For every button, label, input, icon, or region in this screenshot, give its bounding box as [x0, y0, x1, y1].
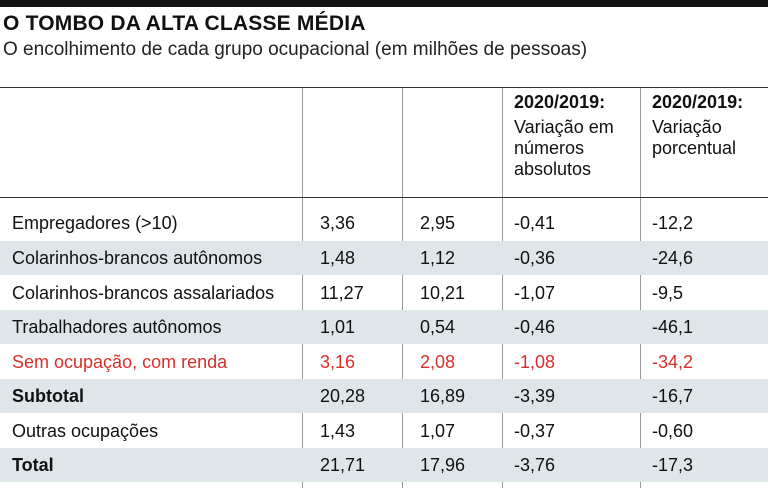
- header-year: 2020/2019:: [514, 92, 606, 112]
- cell-2019: 1,43: [320, 421, 356, 441]
- cell-2020: 0,54: [420, 317, 456, 337]
- cell-abs-variation: -3,39: [514, 386, 556, 406]
- row-label: Colarinhos-brancos autônomos: [12, 248, 263, 268]
- cell-2020: 2,08: [420, 352, 456, 372]
- cell-abs-variation: -0,36: [514, 248, 556, 268]
- cell-2020: 10,21: [420, 283, 466, 303]
- row-label: Trabalhadores autônomos: [12, 317, 222, 337]
- table-row-subtotal: Subtotal 20,28 16,89 -3,39 -16,7: [0, 379, 768, 413]
- row-label: Total: [12, 455, 54, 475]
- row-label: Colarinhos-brancos assalariados: [12, 283, 275, 303]
- header-bottom-rule: [0, 197, 768, 198]
- table-row: Trabalhadores autônomos 1,01 0,54 -0,46 …: [0, 310, 768, 344]
- column-divider: [640, 88, 641, 488]
- cell-pct-variation: -46,1: [652, 317, 694, 337]
- table-row: Colarinhos-brancos assalariados 11,27 10…: [0, 276, 768, 310]
- row-label: Outras ocupações: [12, 421, 159, 441]
- cell-2020: 16,89: [420, 386, 466, 406]
- header-top-rule: [0, 87, 768, 88]
- cell-2019: 1,48: [320, 248, 356, 268]
- table-title: O TOMBO DA ALTA CLASSE MÉDIA: [3, 12, 366, 35]
- header-description: Variação porcentual: [652, 117, 737, 158]
- table-subtitle: O encolhimento de cada grupo ocupacional…: [3, 39, 588, 60]
- cell-2020: 1,07: [420, 421, 456, 441]
- column-divider: [502, 88, 503, 488]
- table-row-total: Total 21,71 17,96 -3,76 -17,3: [0, 448, 768, 482]
- cell-abs-variation: -3,76: [514, 455, 556, 475]
- cell-pct-variation: -16,7: [652, 386, 694, 406]
- cell-pct-variation: -17,3: [652, 455, 694, 475]
- cell-pct-variation: -0,60: [652, 421, 694, 441]
- cell-2019: 1,01: [320, 317, 356, 337]
- table-row: Empregadores (>10) 3,36 2,95 -0,41 -12,2: [0, 206, 768, 240]
- cell-2019: 21,71: [320, 455, 366, 475]
- row-label: Subtotal: [12, 386, 84, 406]
- cell-pct-variation: -24,6: [652, 248, 694, 268]
- column-divider: [302, 88, 303, 488]
- header-year: 2020/2019:: [652, 92, 744, 112]
- header-absolute-variation: 2020/2019: Variação em números absolutos: [514, 92, 638, 180]
- table-row-highlighted: Sem ocupação, com renda 3,16 2,08 -1,08 …: [0, 345, 768, 379]
- cell-2019: 11,27: [320, 283, 364, 303]
- cell-abs-variation: -0,46: [514, 317, 556, 337]
- cell-2020: 17,96: [420, 455, 466, 475]
- cell-2019: 3,16: [320, 352, 356, 372]
- cell-pct-variation: -34,2: [652, 352, 694, 372]
- header-description: Variação em números absolutos: [514, 117, 614, 179]
- header-percent-variation: 2020/2019: Variação porcentual: [652, 92, 764, 159]
- row-label: Sem ocupação, com renda: [12, 352, 228, 372]
- cell-pct-variation: -12,2: [652, 213, 694, 233]
- cell-2019: 3,36: [320, 213, 356, 233]
- cell-abs-variation: -1,07: [514, 283, 556, 303]
- cell-2020: 1,12: [420, 248, 456, 268]
- column-divider: [402, 88, 403, 488]
- table-row: Colarinhos-brancos autônomos 1,48 1,12 -…: [0, 241, 768, 275]
- cell-2019: 20,28: [320, 386, 366, 406]
- cell-2020: 2,95: [420, 213, 456, 233]
- cell-pct-variation: -9,5: [652, 283, 684, 303]
- row-label: Empregadores (>10): [12, 213, 178, 233]
- cell-abs-variation: -1,08: [514, 352, 556, 372]
- table-row: Outras ocupações 1,43 1,07 -0,37 -0,60: [0, 414, 768, 448]
- top-bar: [0, 0, 768, 7]
- cell-abs-variation: -0,37: [514, 421, 556, 441]
- cell-abs-variation: -0,41: [514, 213, 556, 233]
